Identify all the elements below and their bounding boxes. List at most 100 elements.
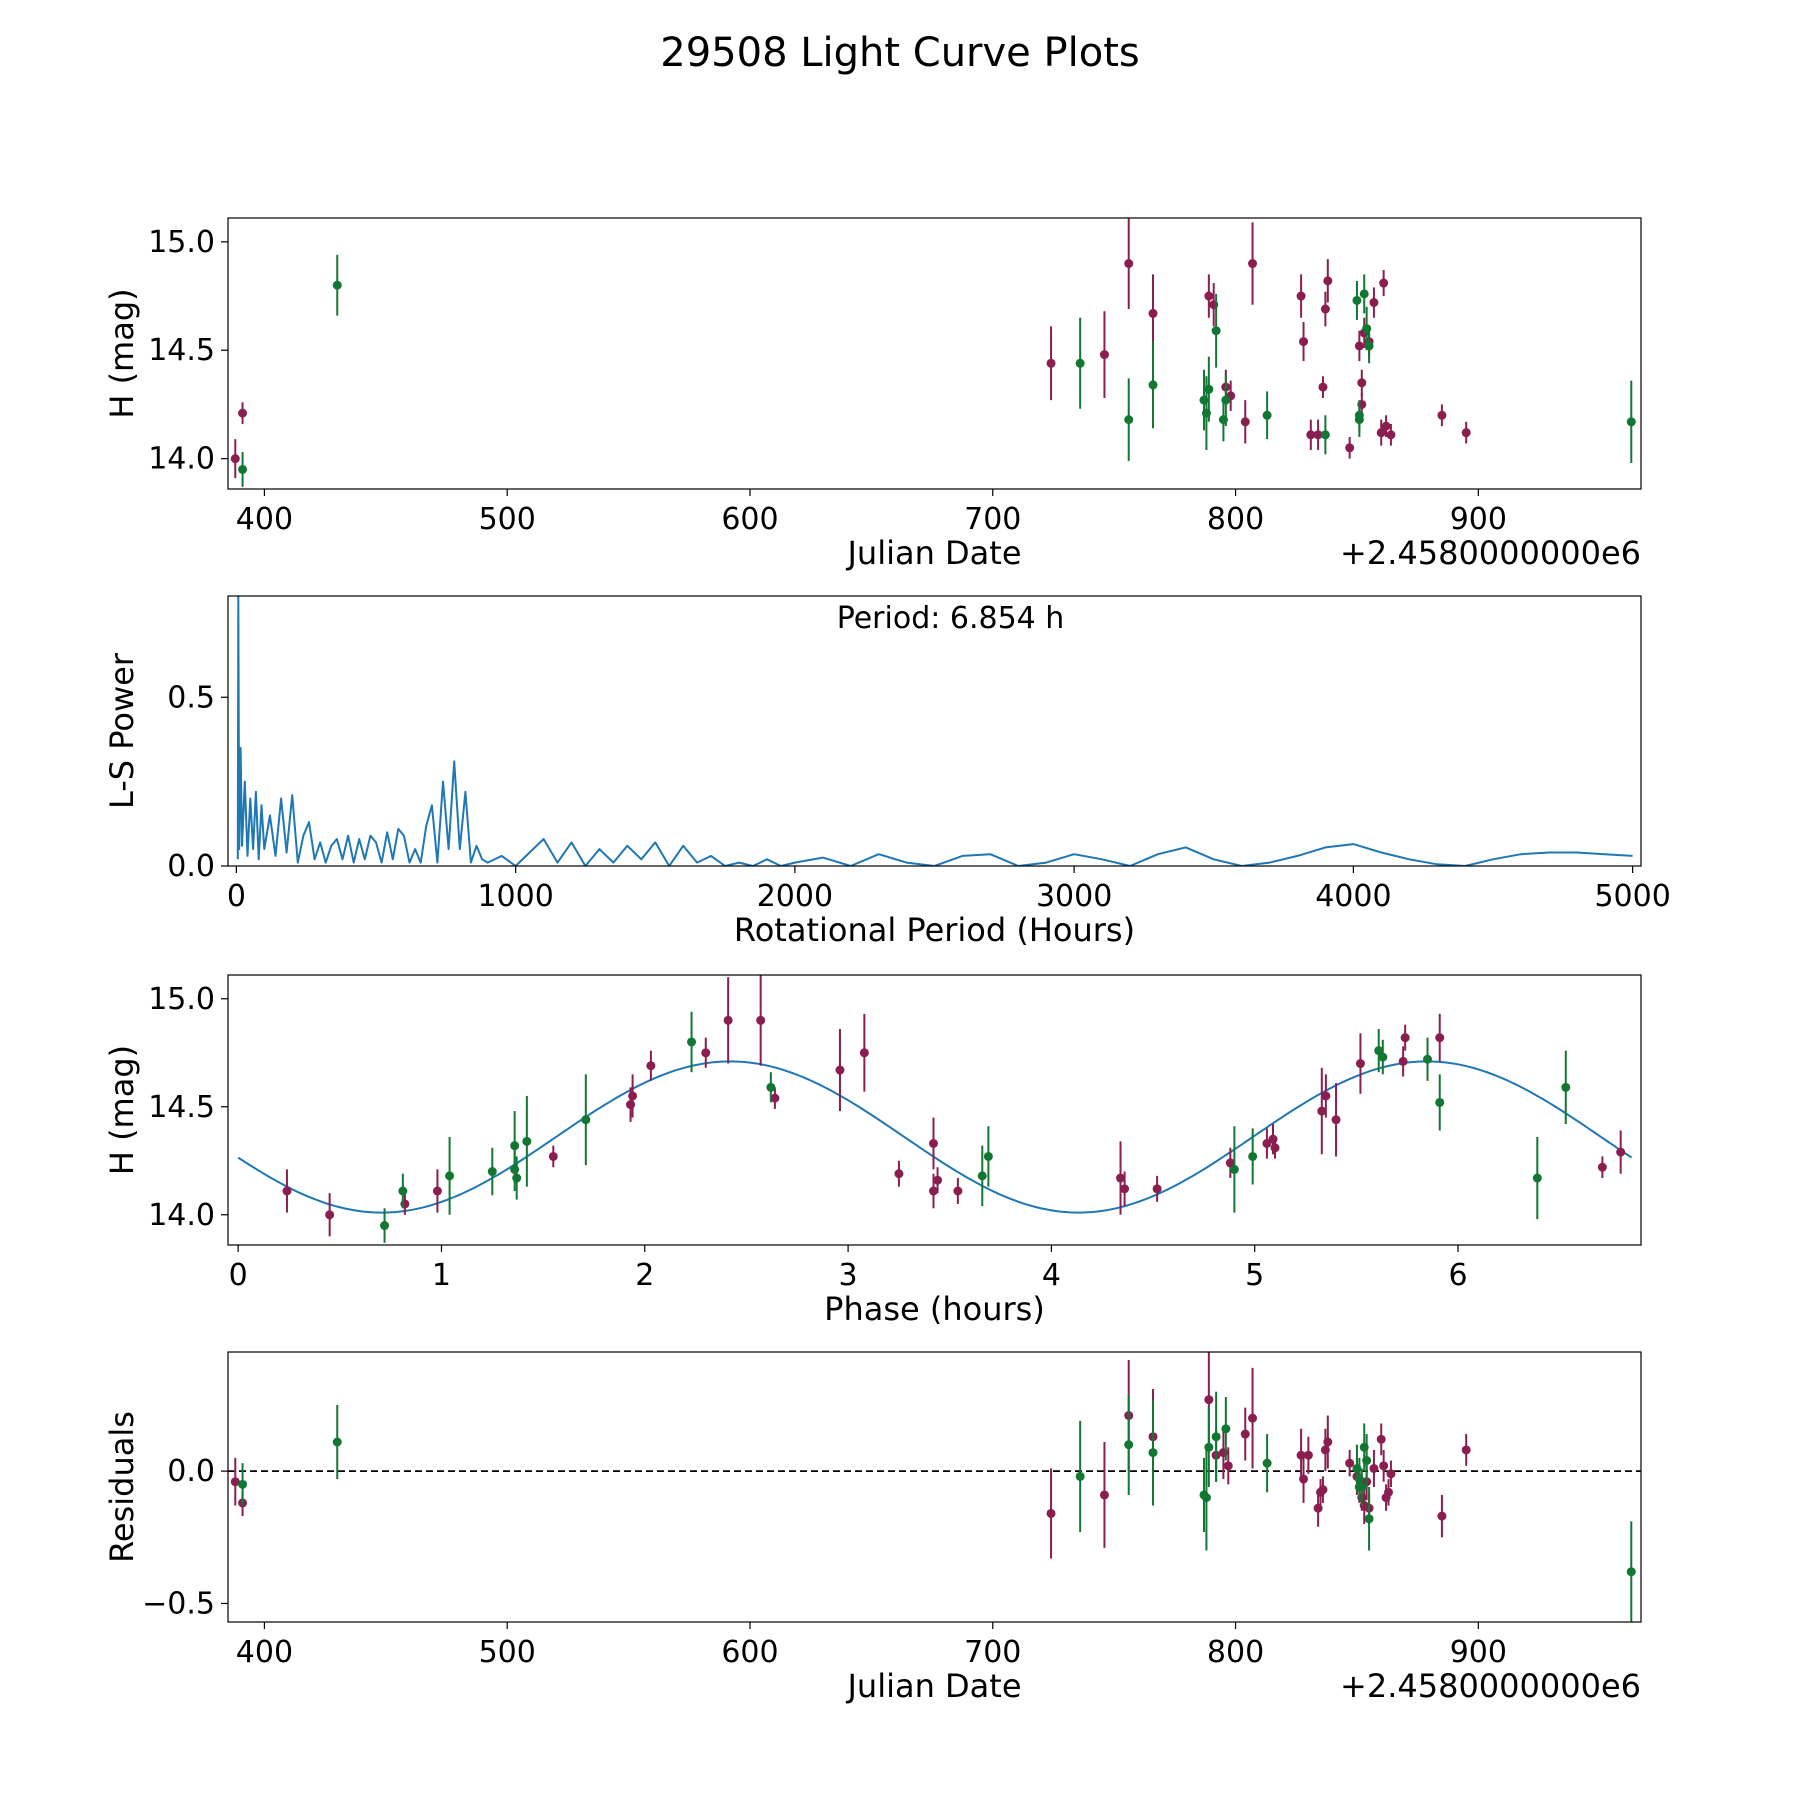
residuals-filter-b-point <box>1211 1432 1221 1442</box>
lightcurve-offset-label: +2.4580000000e6 <box>1340 534 1641 572</box>
residuals-filter-a-point <box>1318 1485 1328 1495</box>
lightcurve-filter-a-point <box>1320 304 1330 314</box>
residuals-filter-a-point <box>1345 1458 1355 1468</box>
phase-filter-a-point <box>928 1138 938 1148</box>
lightcurve-filter-a-point <box>1248 259 1258 269</box>
phase-filter-b-point <box>1248 1151 1258 1161</box>
phase-frame <box>227 974 1642 1246</box>
phase-filter-b-point <box>1423 1054 1433 1064</box>
phase-filter-a-point <box>928 1186 938 1196</box>
residuals-filter-b-point <box>1124 1440 1134 1450</box>
phase-filter-b-point <box>1374 1046 1384 1056</box>
residuals-xtick-label: 400 <box>236 1635 293 1670</box>
residuals-filter-a-point <box>1386 1469 1396 1479</box>
phase-filter-a-point <box>1317 1106 1327 1116</box>
residuals-filter-b-point <box>1357 1482 1367 1492</box>
lightcurve-filter-a-point <box>1357 378 1367 388</box>
residuals-filter-a-point <box>1223 1461 1233 1471</box>
lightcurve-filter-a-point <box>1369 298 1379 308</box>
phase-filter-a-point <box>1116 1173 1126 1183</box>
lightcurve-filter-b-point <box>1626 417 1636 427</box>
residuals-frame <box>227 1351 1642 1623</box>
lightcurve-filter-a-point <box>1299 337 1309 347</box>
phase-filter-b-point <box>398 1186 408 1196</box>
periodogram-ylabel: L-S Power <box>103 652 141 809</box>
phase-filter-a-point <box>1597 1162 1607 1172</box>
lightcurve-filter-a-point <box>1386 430 1396 440</box>
lightcurve-filter-a-point <box>1296 291 1306 301</box>
residuals-filter-b-point <box>1148 1448 1158 1458</box>
lightcurve-ylabel: H (mag) <box>103 288 141 418</box>
phase-xtick-label: 5 <box>1245 1258 1264 1293</box>
residuals-filter-a-point <box>1323 1437 1333 1447</box>
phase-filter-a-point <box>894 1169 904 1179</box>
residuals-filter-b-point <box>1626 1567 1636 1577</box>
residuals-filter-a-point <box>1376 1434 1386 1444</box>
lightcurve-filter-b-point <box>1320 430 1330 440</box>
phase-filter-a-point <box>1355 1059 1365 1069</box>
lightcurve-xtick-label: 600 <box>721 502 778 537</box>
periodogram-xtick-label: 2000 <box>757 879 833 914</box>
residuals-filter-a-point <box>1384 1487 1394 1497</box>
residuals-xtick-label: 600 <box>721 1635 778 1670</box>
residuals-filter-a-point <box>1204 1395 1214 1405</box>
phase-filter-a-point <box>646 1061 656 1071</box>
residuals-filter-a-point <box>1299 1474 1309 1484</box>
phase-filter-a-point <box>282 1186 292 1196</box>
residuals-filter-a-point <box>230 1477 240 1487</box>
residuals-plot-area <box>228 1352 1641 1622</box>
residuals-filter-b-point <box>1204 1442 1214 1452</box>
lightcurve-filter-b-point <box>1211 326 1221 336</box>
phase-filter-b-point <box>510 1141 520 1151</box>
lightcurve-filter-b-point <box>1204 384 1214 394</box>
phase-xtick-label: 6 <box>1448 1258 1467 1293</box>
lightcurve-panel: 400 500 600 700 800 900 14.0 14.5 15.0 Julian Dat… <box>103 217 1642 572</box>
phase-filter-a-point <box>701 1048 711 1058</box>
phase-filter-a-point <box>1616 1147 1626 1157</box>
lightcurve-filter-b-point <box>1221 395 1231 405</box>
phase-filter-a-point <box>626 1100 636 1110</box>
lightcurve-xtick-label: 500 <box>479 502 536 537</box>
lightcurve-filter-a-point <box>1381 421 1391 431</box>
phase-filter-b-point <box>766 1082 776 1092</box>
phase-filter-b-point <box>380 1221 390 1231</box>
residuals-xtick-label: 900 <box>1450 1635 1507 1670</box>
residuals-filter-a-point <box>1461 1445 1471 1455</box>
phase-filter-a-point <box>1270 1143 1280 1153</box>
phase-filter-a-point <box>628 1091 638 1101</box>
residuals-filter-a-point <box>1099 1490 1109 1500</box>
residuals-filter-b-point <box>1075 1471 1085 1481</box>
phase-filter-a-point <box>1225 1158 1235 1168</box>
lightcurve-filter-a-point <box>1148 308 1158 318</box>
phase-filter-b-point <box>510 1164 520 1174</box>
residuals-filter-a-point <box>1248 1413 1258 1423</box>
lightcurve-filter-b-point <box>1124 415 1134 425</box>
residuals-filter-b-point <box>1201 1493 1211 1503</box>
phase-filter-a-point <box>400 1199 410 1209</box>
lightcurve-ytick-label: 15.0 <box>148 225 215 260</box>
periodogram-power-line <box>236 596 1633 866</box>
figure-title: 29508 Light Curve Plots <box>660 30 1139 76</box>
phase-filter-a-point <box>953 1186 963 1196</box>
lightcurve-filter-a-point <box>1354 341 1364 351</box>
lightcurve-filter-a-point <box>1437 410 1447 420</box>
lightcurve-xtick-label: 900 <box>1450 502 1507 537</box>
phase-filter-a-point <box>1400 1033 1410 1043</box>
lightcurve-filter-b-point <box>1364 341 1374 351</box>
phase-filter-a-point <box>1331 1115 1341 1125</box>
residuals-ytick-label: 0.0 <box>167 1454 215 1489</box>
phase-xtick-label: 3 <box>839 1258 858 1293</box>
residuals-xlabel: Julian Date <box>845 1667 1021 1705</box>
phase-filter-a-point <box>1398 1056 1408 1066</box>
lightcurve-filter-b-point <box>1354 410 1364 420</box>
lightcurve-xlabel: Julian Date <box>845 534 1021 572</box>
phase-filter-b-point <box>1378 1052 1388 1062</box>
periodogram-frame <box>227 595 1642 867</box>
phase-xtick-label: 1 <box>432 1258 451 1293</box>
phase-filter-b-point <box>983 1151 993 1161</box>
phase-ytick-label: 14.5 <box>148 1090 215 1125</box>
residuals-filter-b-point <box>332 1437 342 1447</box>
residuals-filter-b-point <box>1362 1456 1372 1466</box>
lightcurve-filter-b-point <box>1352 295 1362 305</box>
